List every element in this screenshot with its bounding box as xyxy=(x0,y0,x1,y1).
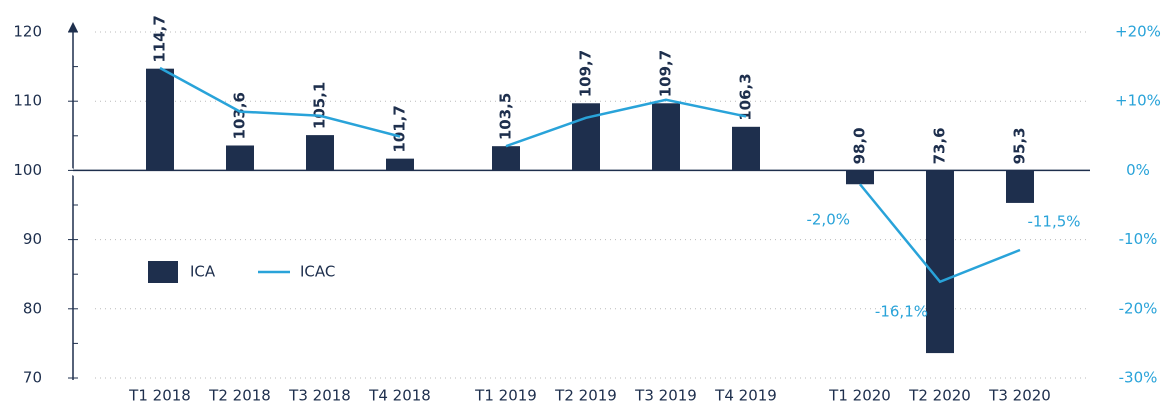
bar xyxy=(572,103,600,171)
bar xyxy=(146,68,174,171)
y2-tick-label: +10% xyxy=(1115,92,1161,110)
value-label: 95,3 xyxy=(1011,127,1029,164)
x-tick-label: T3 2019 xyxy=(634,387,697,405)
bar xyxy=(492,146,520,171)
y-tick-label: 110 xyxy=(13,92,42,110)
y-tick-label: 120 xyxy=(13,23,42,41)
legend-label: ICAC xyxy=(300,263,335,281)
value-label: 73,6 xyxy=(931,127,949,164)
axis-arrow xyxy=(68,22,78,32)
x-tick-label: T2 2020 xyxy=(908,387,971,405)
y2-tick-label: -20% xyxy=(1119,299,1158,317)
x-tick-label: T4 2018 xyxy=(368,387,431,405)
value-label: 101,7 xyxy=(391,105,409,152)
bar xyxy=(1006,170,1034,203)
bar xyxy=(386,158,414,171)
y2-tick-label: -30% xyxy=(1119,369,1158,387)
y-tick-label: 100 xyxy=(13,161,42,179)
value-label: 103,6 xyxy=(231,92,249,139)
bar xyxy=(226,145,254,171)
bar xyxy=(306,135,334,171)
legend-swatch xyxy=(148,261,178,283)
value-label: -11,5% xyxy=(1027,212,1080,230)
y2-tick-label: 0% xyxy=(1126,161,1150,179)
x-tick-label: T3 2018 xyxy=(288,387,351,405)
value-label: 114,7 xyxy=(151,15,169,62)
bar xyxy=(732,126,760,171)
x-tick-label: T1 2019 xyxy=(474,387,537,405)
y2-tick-label: -10% xyxy=(1119,230,1158,248)
value-label: 109,7 xyxy=(657,50,675,97)
line xyxy=(159,66,1021,284)
x-tick-label: T2 2018 xyxy=(208,387,271,405)
value-label: 98,0 xyxy=(851,127,869,164)
y2-tick-label: +20% xyxy=(1115,23,1161,41)
y-tick-label: 70 xyxy=(23,369,42,387)
x-tick-label: T1 2018 xyxy=(128,387,191,405)
x-tick-label: T3 2020 xyxy=(988,387,1051,405)
value-label: 109,7 xyxy=(577,50,595,97)
y-tick-label: 90 xyxy=(23,230,42,248)
value-label: 103,5 xyxy=(497,93,515,140)
value-label: 105,1 xyxy=(311,82,329,129)
value-label: -16,1% xyxy=(875,302,928,320)
bar xyxy=(652,103,680,171)
x-tick-label: T4 2019 xyxy=(714,387,777,405)
y-tick-label: 80 xyxy=(23,299,42,317)
bar xyxy=(846,170,874,185)
value-label: -2,0% xyxy=(806,211,850,229)
value-label: 106,3 xyxy=(737,73,755,120)
bar xyxy=(926,170,954,354)
axis-break xyxy=(64,165,82,179)
x-tick-label: T2 2019 xyxy=(554,387,617,405)
legend-label: ICA xyxy=(190,263,216,281)
x-tick-label: T1 2020 xyxy=(828,387,891,405)
